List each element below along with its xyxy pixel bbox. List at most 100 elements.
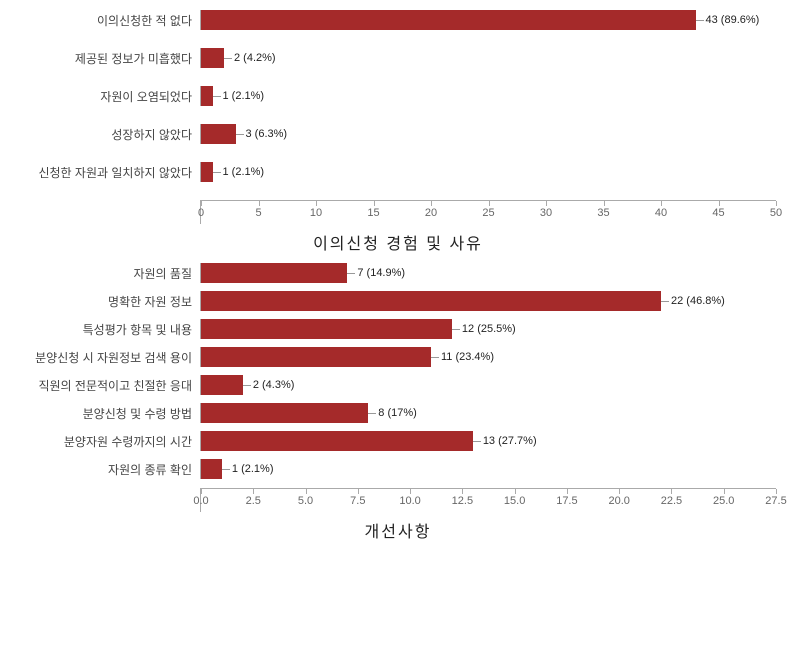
axis-tick	[306, 489, 307, 494]
axis-tick	[358, 489, 359, 494]
bar-value-label: 1 (2.1%)	[223, 90, 265, 102]
bar-row: 자원이 오염되었다 1 (2.1%)	[20, 86, 776, 106]
bar-value-label: 3 (6.3%)	[246, 128, 288, 140]
bar	[201, 375, 243, 395]
bar-leader-line	[222, 469, 230, 470]
axis-tick-label: 15.0	[504, 495, 525, 507]
axis-tick-label: 15	[367, 207, 379, 219]
bar-leader-line	[243, 385, 251, 386]
axis-tick-label: 45	[712, 207, 724, 219]
axis-tick-label: 25.0	[713, 495, 734, 507]
axis-tick-label: 25	[482, 207, 494, 219]
bar-leader-line	[661, 301, 669, 302]
axis-tick	[201, 201, 202, 206]
axis-tick	[619, 489, 620, 494]
bar-row: 직원의 전문적이고 친절한 응대 2 (4.3%)	[20, 376, 776, 394]
bar-row: 분양신청 시 자원정보 검색 용이 11 (23.4%)	[20, 348, 776, 366]
bar-category-label: 이의신청한 적 없다	[20, 12, 200, 29]
axis-tick	[546, 201, 547, 206]
bar-track: 13 (27.7%)	[200, 431, 776, 451]
bar-row: 자원의 종류 확인1 (2.1%)	[20, 460, 776, 478]
axis-tick	[515, 489, 516, 494]
axis-tick-label: 35	[597, 207, 609, 219]
bar-category-label: 분양자원 수령까지의 시간	[20, 433, 200, 450]
axis-tick-label: 10	[310, 207, 322, 219]
chart-2-bars: 자원의 품질 7 (14.9%) 명확한 자원 정보 22 (46.8%) 특성평가 항…	[20, 264, 776, 478]
bar	[201, 291, 661, 311]
bar-value-label: 22 (46.8%)	[671, 295, 725, 307]
bar-category-label: 특성평가 항목 및 내용	[20, 321, 200, 338]
axis-tick	[671, 489, 672, 494]
axis-tick	[259, 201, 260, 206]
bar-leader-line	[213, 96, 221, 97]
bar-leader-line	[696, 20, 704, 21]
bar-category-label: 자원이 오염되었다	[20, 88, 200, 105]
bar-track: 22 (46.8%)	[200, 291, 776, 311]
axis-tick	[776, 489, 777, 494]
axis-tick-label: 5.0	[298, 495, 313, 507]
axis-tick	[201, 489, 202, 494]
chart-2: 자원의 품질 7 (14.9%) 명확한 자원 정보 22 (46.8%) 특성평가 항…	[20, 264, 776, 542]
bar-category-label: 신청한 자원과 일치하지 않았다	[20, 164, 200, 181]
bar	[201, 319, 452, 339]
bar-value-label: 43 (89.6%)	[706, 14, 760, 26]
bar	[201, 403, 368, 423]
bar-value-label: 7 (14.9%)	[357, 267, 405, 279]
chart-2-axis-row: 0.02.55.07.510.012.515.017.520.022.525.0…	[20, 488, 776, 512]
bar-value-label: 11 (23.4%)	[441, 351, 494, 363]
axis-tick-label: 0	[198, 207, 204, 219]
bar-leader-line	[347, 273, 355, 274]
bar	[201, 124, 236, 144]
axis-tick	[374, 201, 375, 206]
bar	[201, 431, 473, 451]
bar-track: 1 (2.1%)	[200, 459, 776, 479]
axis-tick-label: 30	[540, 207, 552, 219]
axis-tick-label: 2.5	[246, 495, 261, 507]
bar-row: 특성평가 항목 및 내용12 (25.5%)	[20, 320, 776, 338]
axis-tick-label: 27.5	[765, 495, 786, 507]
axis-tick-label: 5	[255, 207, 261, 219]
bar-track: 11 (23.4%)	[200, 347, 776, 367]
bar-leader-line	[236, 134, 244, 135]
bar-leader-line	[213, 172, 221, 173]
bar-track: 1 (2.1%)	[200, 162, 776, 182]
bar-value-label: 2 (4.2%)	[234, 52, 276, 64]
axis-tick	[604, 201, 605, 206]
bar-leader-line	[431, 357, 439, 358]
axis-tick-label: 40	[655, 207, 667, 219]
bar-value-label: 13 (27.7%)	[483, 435, 537, 447]
chart-1-axis: 05101520253035404550	[200, 200, 776, 224]
bar-value-label: 2 (4.3%)	[253, 379, 295, 391]
axis-tick	[724, 489, 725, 494]
bar-leader-line	[368, 413, 376, 414]
bar-track: 12 (25.5%)	[200, 319, 776, 339]
bar-track: 43 (89.6%)	[200, 10, 776, 30]
bar-value-label: 1 (2.1%)	[232, 463, 274, 475]
chart-1-bars: 이의신청한 적 없다43 (89.6%)제공된 정보가 미흡했다2 (4.2%)…	[20, 10, 776, 182]
axis-tick-label: 50	[770, 207, 782, 219]
axis-tick-label: 17.5	[556, 495, 577, 507]
axis-tick	[431, 201, 432, 206]
bar-category-label: 분양신청 시 자원정보 검색 용이	[20, 349, 200, 366]
axis-tick-label: 20	[425, 207, 437, 219]
axis-tick	[462, 489, 463, 494]
bar	[201, 86, 213, 106]
bar-value-label: 1 (2.1%)	[223, 166, 265, 178]
chart-2-area: 자원의 품질 7 (14.9%) 명확한 자원 정보 22 (46.8%) 특성평가 항…	[20, 264, 776, 512]
bar-row: 명확한 자원 정보 22 (46.8%)	[20, 292, 776, 310]
bar	[201, 162, 213, 182]
bar-row: 자원의 품질 7 (14.9%)	[20, 264, 776, 282]
axis-tick	[410, 489, 411, 494]
bar-category-label: 자원의 품질	[20, 265, 200, 282]
axis-tick	[316, 201, 317, 206]
axis-tick	[489, 201, 490, 206]
bar-category-label: 직원의 전문적이고 친절한 응대	[20, 377, 200, 394]
chart-1-axis-row: 05101520253035404550	[20, 200, 776, 224]
bar-category-label: 명확한 자원 정보	[20, 293, 200, 310]
chart-1: 이의신청한 적 없다43 (89.6%)제공된 정보가 미흡했다2 (4.2%)…	[20, 10, 776, 254]
bar-track: 1 (2.1%)	[200, 86, 776, 106]
axis-tick-label: 10.0	[399, 495, 420, 507]
axis-tick	[776, 201, 777, 206]
bar-category-label: 분양신청 및 수령 방법	[20, 405, 200, 422]
bar-leader-line	[452, 329, 460, 330]
